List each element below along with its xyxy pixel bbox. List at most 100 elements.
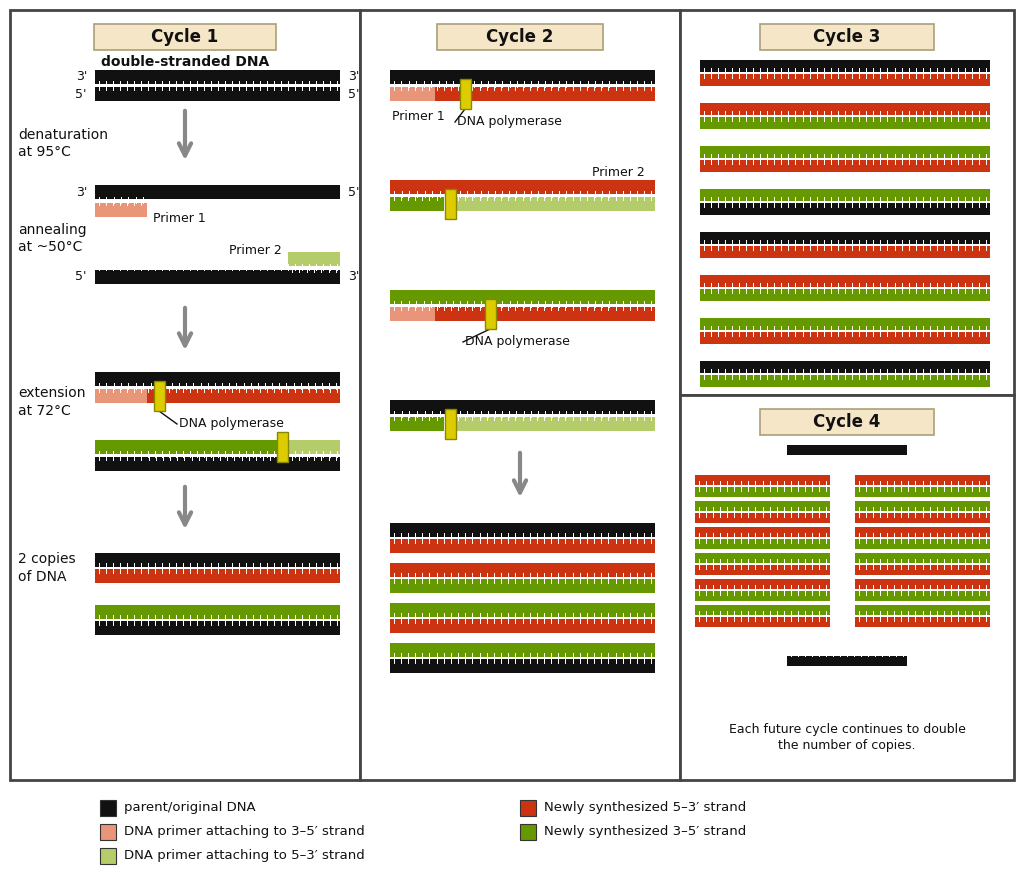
Text: Cycle 1: Cycle 1 xyxy=(152,28,219,46)
Text: 3': 3' xyxy=(76,186,87,198)
Bar xyxy=(760,409,934,435)
Bar xyxy=(695,579,830,589)
Bar xyxy=(787,656,907,666)
Text: Primer 1: Primer 1 xyxy=(392,110,444,123)
Bar xyxy=(700,189,990,201)
Bar xyxy=(700,103,990,115)
Bar xyxy=(695,565,830,575)
Bar xyxy=(460,79,470,109)
Bar xyxy=(390,539,655,553)
Bar xyxy=(855,539,990,549)
Bar xyxy=(855,527,990,537)
Bar xyxy=(695,605,830,615)
Bar xyxy=(855,591,990,601)
Bar xyxy=(390,87,435,101)
Bar xyxy=(390,643,655,657)
Bar xyxy=(700,246,990,258)
Bar xyxy=(95,440,288,454)
Bar xyxy=(95,185,340,199)
Text: denaturation: denaturation xyxy=(18,128,108,142)
Bar xyxy=(390,579,655,593)
Bar xyxy=(95,203,147,217)
Text: 3': 3' xyxy=(76,70,87,83)
Bar xyxy=(700,146,990,158)
Bar xyxy=(95,569,340,583)
Bar xyxy=(95,621,340,635)
Text: of DNA: of DNA xyxy=(18,570,67,584)
Text: 3': 3' xyxy=(348,270,359,283)
Text: annealing: annealing xyxy=(18,223,87,237)
Bar xyxy=(700,232,990,244)
Bar xyxy=(855,617,990,627)
Text: Newly synthesized 3–5′ strand: Newly synthesized 3–5′ strand xyxy=(544,825,746,838)
Text: 2 copies: 2 copies xyxy=(18,552,76,566)
Text: double-stranded DNA: double-stranded DNA xyxy=(101,55,269,69)
Bar xyxy=(855,553,990,563)
Text: 5': 5' xyxy=(76,270,87,283)
Bar xyxy=(855,475,990,485)
Text: Primer 1: Primer 1 xyxy=(153,211,206,225)
Bar xyxy=(760,24,934,50)
Text: DNA primer attaching to 3–5′ strand: DNA primer attaching to 3–5′ strand xyxy=(124,825,365,838)
Bar xyxy=(100,800,116,816)
Text: the number of copies.: the number of copies. xyxy=(778,739,915,752)
Bar xyxy=(10,10,360,780)
Bar xyxy=(95,457,340,471)
Bar xyxy=(288,252,340,266)
Bar xyxy=(390,290,655,304)
Bar xyxy=(95,70,340,84)
Bar xyxy=(390,417,444,431)
Bar xyxy=(700,289,990,301)
Text: Cycle 4: Cycle 4 xyxy=(813,413,881,431)
Bar xyxy=(680,10,1014,395)
Bar xyxy=(288,440,340,454)
Bar xyxy=(360,10,680,780)
Text: parent/original DNA: parent/original DNA xyxy=(124,802,256,815)
Text: Cycle 2: Cycle 2 xyxy=(486,28,554,46)
Bar xyxy=(390,307,435,321)
Bar xyxy=(95,372,340,386)
Bar xyxy=(484,299,496,329)
Text: DNA polymerase: DNA polymerase xyxy=(179,417,284,431)
Text: 5': 5' xyxy=(348,186,359,198)
Bar xyxy=(700,60,990,72)
Bar xyxy=(456,197,655,211)
Bar xyxy=(695,617,830,627)
Bar xyxy=(154,381,165,411)
Bar xyxy=(700,160,990,172)
Bar xyxy=(700,117,990,129)
Bar xyxy=(520,824,536,840)
Bar xyxy=(695,591,830,601)
Bar xyxy=(855,513,990,523)
Bar xyxy=(390,197,444,211)
Bar xyxy=(695,513,830,523)
Bar xyxy=(787,445,907,455)
Bar xyxy=(95,553,340,567)
Text: at 72°C: at 72°C xyxy=(18,404,71,418)
Bar xyxy=(100,824,116,840)
Bar xyxy=(695,487,830,497)
Bar xyxy=(390,180,655,194)
Bar xyxy=(390,563,655,577)
Bar xyxy=(390,619,655,633)
Bar xyxy=(456,417,655,431)
Bar xyxy=(95,87,340,101)
Bar xyxy=(390,659,655,673)
Bar xyxy=(95,270,340,284)
Text: DNA primer attaching to 5–3′ strand: DNA primer attaching to 5–3′ strand xyxy=(124,850,365,862)
Bar xyxy=(390,523,655,537)
Text: Each future cycle continues to double: Each future cycle continues to double xyxy=(728,724,966,737)
Bar xyxy=(855,579,990,589)
Text: Cycle 3: Cycle 3 xyxy=(813,28,881,46)
Bar xyxy=(680,395,1014,780)
Text: at ~50°C: at ~50°C xyxy=(18,240,82,254)
Bar xyxy=(700,74,990,86)
Bar xyxy=(695,527,830,537)
Bar xyxy=(444,189,456,219)
Bar xyxy=(695,501,830,511)
Text: DNA polymerase: DNA polymerase xyxy=(465,336,570,348)
Bar xyxy=(855,605,990,615)
Text: 3': 3' xyxy=(348,70,359,83)
Bar xyxy=(100,848,116,864)
Bar xyxy=(437,24,603,50)
